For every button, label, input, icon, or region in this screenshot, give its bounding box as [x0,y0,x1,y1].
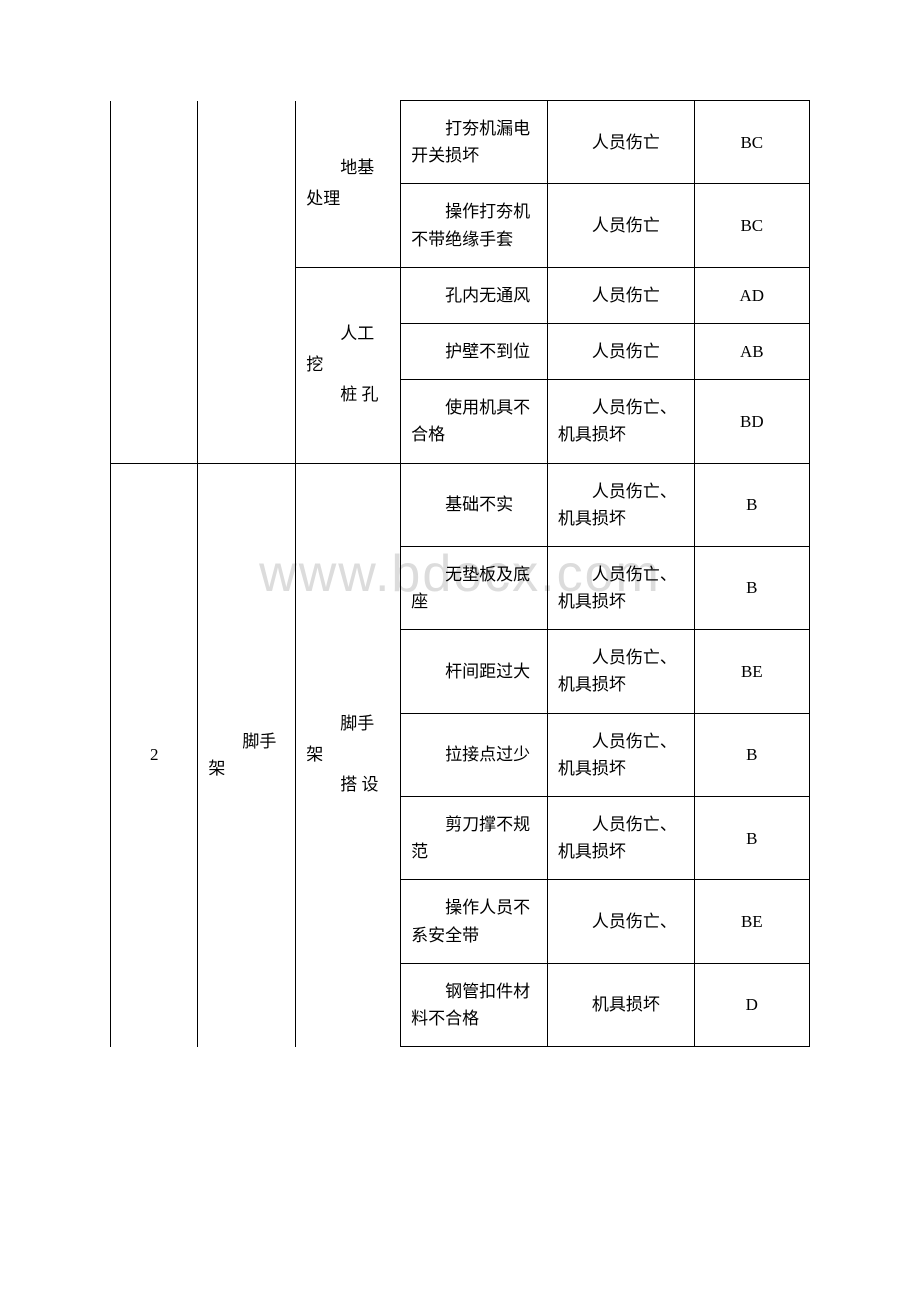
cell-hazard: 护壁不到位 [401,323,548,379]
cell-consequence: 人员伤亡、机具损坏 [547,546,694,629]
cell-hazard: 操作打夯机不带绝缘手套 [401,184,548,267]
cell-code: AD [694,267,809,323]
cell-consequence: 人员伤亡 [547,267,694,323]
cell-code: B [694,546,809,629]
cell-hazard: 打夯机漏电开关损坏 [401,101,548,184]
cell-empty [198,101,296,464]
cell-consequence: 人员伤亡 [547,101,694,184]
cell-code: BC [694,101,809,184]
cell-index: 2 [111,463,198,1047]
cell-consequence: 人员伤亡 [547,323,694,379]
cell-code: BD [694,380,809,463]
data-table: 地基处理 打夯机漏电开关损坏 人员伤亡 BC 操作打夯机不带绝缘手套 人员伤亡 … [110,100,810,1047]
cell-code: BC [694,184,809,267]
cell-code: B [694,797,809,880]
cell-hazard: 使用机具不合格 [401,380,548,463]
cell-code: BE [694,630,809,713]
cell-consequence: 人员伤亡、机具损坏 [547,463,694,546]
cell-hazard: 剪刀撑不规范 [401,797,548,880]
cell-code: D [694,963,809,1046]
cell-hazard: 无垫板及底座 [401,546,548,629]
cell-consequence: 人员伤亡、机具损坏 [547,713,694,796]
cell-group-label: 脚手 架 搭 设 [296,463,401,1047]
cell-hazard: 孔内无通风 [401,267,548,323]
cell-consequence: 人员伤亡、机具损坏 [547,380,694,463]
cell-consequence: 人员伤亡 [547,184,694,267]
table-row: 2 脚手架 脚手 架 搭 设 基础不实 人员伤亡、机具损坏 B [111,463,810,546]
cell-code: AB [694,323,809,379]
cell-hazard: 操作人员不系安全带 [401,880,548,963]
cell-consequence: 人员伤亡、 [547,880,694,963]
cell-hazard: 基础不实 [401,463,548,546]
cell-category: 脚手架 [198,463,296,1047]
cell-consequence: 人员伤亡、机具损坏 [547,797,694,880]
cell-code: B [694,463,809,546]
table-row: 地基处理 打夯机漏电开关损坏 人员伤亡 BC [111,101,810,184]
cell-group-label: 人工 挖 桩 孔 [296,267,401,463]
cell-hazard: 杆间距过大 [401,630,548,713]
cell-consequence: 机具损坏 [547,963,694,1046]
cell-hazard: 拉接点过少 [401,713,548,796]
cell-code: BE [694,880,809,963]
cell-hazard: 钢管扣件材料不合格 [401,963,548,1046]
cell-code: B [694,713,809,796]
cell-group-label: 地基处理 [296,101,401,268]
cell-consequence: 人员伤亡、机具损坏 [547,630,694,713]
cell-empty [111,101,198,464]
